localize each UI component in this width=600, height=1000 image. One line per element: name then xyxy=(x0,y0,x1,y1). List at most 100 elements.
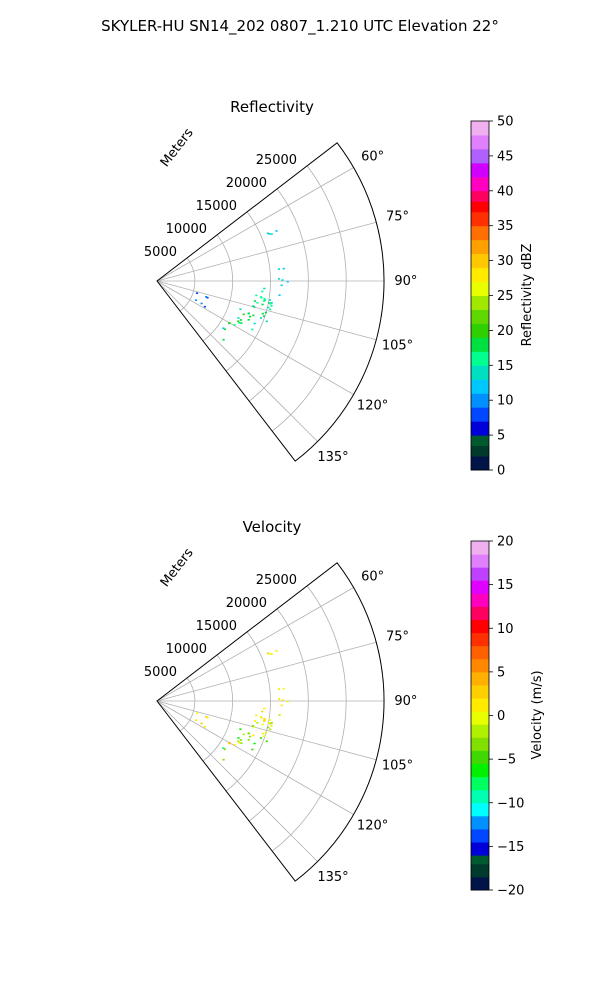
echo-pixel xyxy=(233,324,236,326)
echo-pixel xyxy=(251,328,254,331)
colorbar-band xyxy=(471,737,489,751)
azimuth-tick-label: 60° xyxy=(361,570,384,585)
echo-pixel xyxy=(268,302,271,304)
range-ring xyxy=(225,211,271,372)
echo-pixel xyxy=(233,744,236,746)
colorbar-band xyxy=(471,671,489,686)
echo-pixel xyxy=(195,712,199,714)
colorbar-band xyxy=(471,554,489,568)
range-ring xyxy=(271,165,347,432)
range-tick-label: 20000 xyxy=(226,176,267,191)
echo-pixel xyxy=(282,687,285,690)
echo-pixel xyxy=(247,732,250,735)
colorbar-band xyxy=(471,309,489,324)
echo-pixel xyxy=(253,306,256,308)
echo-pixel xyxy=(194,299,198,301)
echo-pixel xyxy=(275,650,278,652)
velocity-colorbar-label: Velocity (m/s) xyxy=(530,670,545,759)
colorbar-band xyxy=(471,842,489,856)
echo-pixel xyxy=(222,338,225,341)
colorbar-band xyxy=(471,645,489,660)
echo-pixel xyxy=(280,704,283,707)
colorbar-band xyxy=(471,211,489,227)
echo-pixel xyxy=(277,688,280,690)
colorbar-band xyxy=(471,815,489,830)
echo-pixel xyxy=(267,726,270,729)
echo-pixel xyxy=(270,302,273,304)
range-tick-label: 5000 xyxy=(144,245,177,260)
echo-pixel xyxy=(239,308,242,310)
echo-pixel xyxy=(228,742,231,744)
echo-pixel xyxy=(277,268,280,270)
colorbar-band xyxy=(471,855,489,865)
echo-pixel xyxy=(265,740,268,743)
echo-pixel xyxy=(252,305,255,307)
echo-pixel xyxy=(195,292,199,294)
echo-pixel xyxy=(259,317,263,319)
colorbar-band xyxy=(471,580,489,594)
reflectivity-panel: Reflectivity Meters 5000 10000 15000 20000 2… xyxy=(144,98,535,479)
echo-pixel xyxy=(263,299,267,301)
echo-pixel xyxy=(286,280,289,283)
velocity-polar-plot: 5000 10000 15000 20000 25000 60° 75° 90° 105° 120… xyxy=(144,562,417,885)
colorbar-tick-label: 20 xyxy=(497,324,514,339)
echo-pixel xyxy=(259,737,263,739)
azimuth-gridline xyxy=(156,700,354,815)
range-ring xyxy=(225,631,271,792)
echo-pixel xyxy=(247,319,250,321)
echo-pixel xyxy=(261,732,264,735)
echo-pixel xyxy=(275,230,278,232)
colorbar-band xyxy=(471,619,489,634)
colorbar-tick-label: 10 xyxy=(497,394,514,409)
colorbar-band xyxy=(471,658,489,673)
echo-pixel xyxy=(269,308,272,311)
echo-pixel xyxy=(200,302,203,305)
azimuth-gridline xyxy=(156,167,354,282)
azimuth-gridline xyxy=(156,700,318,862)
figure-title: SKYLER-HU SN14_202 0807_1.210 UTC Elevat… xyxy=(101,17,499,36)
echo-pixel xyxy=(205,296,208,298)
colorbar-band xyxy=(471,365,489,380)
echo-pixel xyxy=(237,737,240,739)
range-tick-label: 15000 xyxy=(196,619,237,634)
echo-pixel xyxy=(268,233,271,235)
echo-pixel xyxy=(223,328,226,331)
colorbar-band xyxy=(471,828,489,843)
azimuth-tick-label: 60° xyxy=(361,150,384,165)
colorbar-band xyxy=(471,456,489,471)
echo-pixel xyxy=(242,733,245,736)
colorbar-tick-label: −5 xyxy=(497,753,516,768)
azimuth-tick-label: 120° xyxy=(357,399,388,414)
velocity-panel: Velocity Meters 5000 10000 15000 20000 25000… xyxy=(144,518,545,899)
colorbar-band xyxy=(471,763,489,778)
echo-pixel xyxy=(265,320,268,323)
azimuth-tick-label: 90° xyxy=(394,274,417,289)
echo-pixel xyxy=(281,699,284,701)
colorbar-tick-label: −10 xyxy=(497,796,524,811)
colorbar-band xyxy=(471,567,489,581)
azimuth-tick-label: 120° xyxy=(357,819,388,834)
echo-pixel xyxy=(263,707,266,710)
reflectivity-title: Reflectivity xyxy=(230,98,314,116)
echo-pixel xyxy=(266,232,269,235)
colorbar-band xyxy=(471,421,489,436)
echo-pixel xyxy=(237,317,240,319)
azimuth-gridline xyxy=(156,280,377,341)
echo-pixel xyxy=(278,698,281,700)
echo-pixel xyxy=(203,725,206,728)
echo-pixel xyxy=(222,327,225,329)
echo-pixel xyxy=(263,287,266,290)
range-ring xyxy=(179,677,196,732)
echo-pixel xyxy=(261,303,264,306)
azimuth-tick-label: 135° xyxy=(317,870,348,885)
velocity-colorbar: −20 −15 −10 −5 0 5 10 15 20 xyxy=(470,535,524,899)
azimuth-tick-label: 105° xyxy=(382,338,413,353)
reflectivity-polar-plot: 5000 10000 15000 20000 25000 60° 75° 90° 105° 120… xyxy=(144,142,417,465)
echo-pixel xyxy=(269,728,272,731)
colorbar-tick-label: −20 xyxy=(497,884,524,899)
colorbar-band xyxy=(471,393,489,408)
colorbar-tick-label: 15 xyxy=(497,578,514,593)
echo-pixel xyxy=(253,720,257,722)
colorbar-band xyxy=(471,593,489,607)
colorbar-tick-label: 20 xyxy=(497,535,514,550)
